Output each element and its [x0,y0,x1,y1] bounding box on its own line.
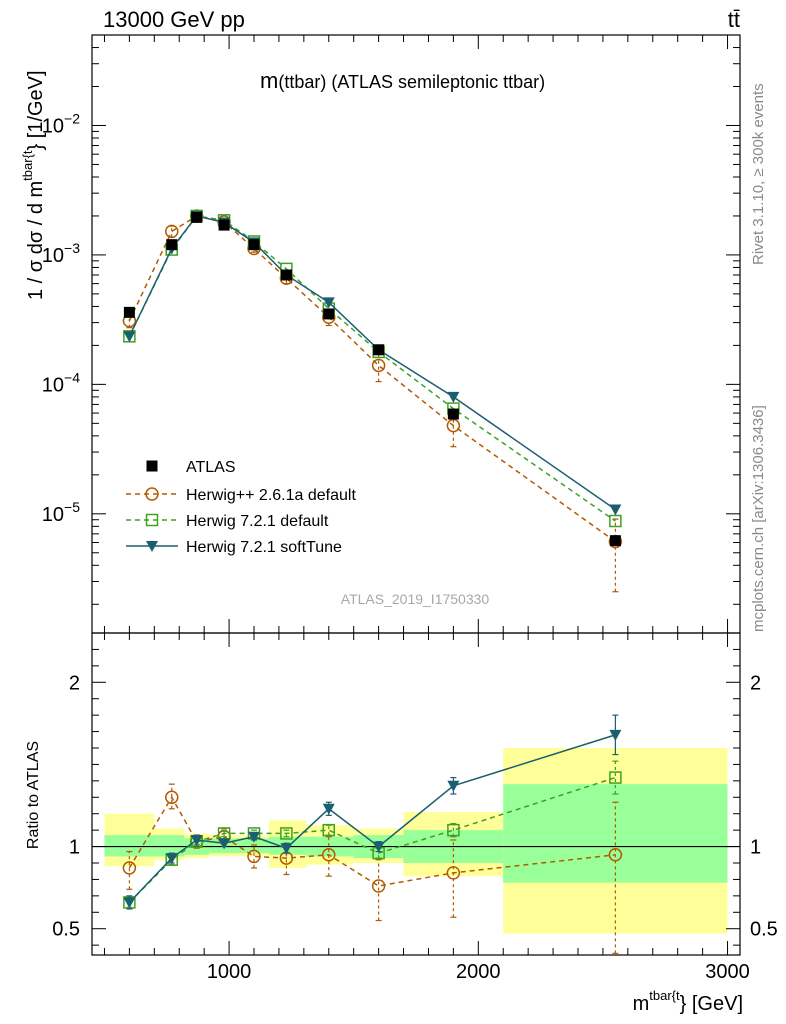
ratio-y-axis-title: Ratio to ATLAS [25,741,42,849]
ratio-point-herwigpp [247,849,261,864]
ratio-point-softtune [165,853,178,865]
ratio-frame [91,632,741,956]
main-y-tick-base: 10 [42,115,64,137]
ratio-point-herwig721 [447,823,460,837]
ratio-y-tick-label-left: 2 [69,672,80,694]
main-point-data [323,308,335,320]
legend-label-softtune: Herwig 7.2.1 softTune [186,539,342,556]
plot-title: m(ttbar) (ATLAS semileptonic ttbar) [260,68,545,93]
legend-marker-softtune [146,541,158,552]
legend-label-data: ATLAS [186,459,236,476]
ratio-point-softtune [123,897,136,909]
main-y-tick-label: 10−2 [42,110,80,137]
x-tick-label-1000: 1000 [207,961,252,983]
legend-marker-herwig721 [145,513,159,527]
ratio-y-tick-label-right: 2 [750,672,761,694]
process-label: tt̄ [728,7,740,32]
main-point-herwigpp [165,224,179,239]
mcplots-credit: mcplots.cern.ch [arXiv:1306.3436] [750,405,767,632]
ratio-line-softtune [128,734,616,903]
main-y-tick-exp: −4 [64,369,80,385]
ratio-point-herwigpp [165,790,179,805]
ratio-point-softtune [372,841,385,853]
ratio-band-inner-4 [239,838,269,854]
main-y-tick-exp: −5 [64,499,80,515]
legend-marker-data [146,460,158,472]
ratio-point-herwig721 [609,771,622,784]
ratio-point-softtune [609,729,622,741]
main-point-data [609,535,621,547]
x-tick-label-2000: 2000 [456,961,501,983]
x-axis-title-unit: } [GeV] [680,993,743,1015]
ratio-point-herwigpp [371,879,386,893]
ratio-y-tick-label-left: 0.5 [52,919,80,941]
main-line-softtune [128,215,616,511]
main-y-axis-title: 1 / σ dσ / d mtbar{t} [1/GeV] [20,70,47,300]
ratio-point-herwigpp [608,848,623,862]
main-panel: 10−510−410−310−2 [42,34,741,634]
main-y-tick-base: 10 [42,245,64,267]
ratio-point-softtune [322,803,335,815]
rivet-version: Rivet 3.1.10, ≥ 300k events [750,83,767,265]
main-point-herwig721 [609,514,622,528]
ratio-point-softtune [190,835,203,846]
ratio-band-inner-9 [503,784,728,883]
ratio-point-softtune [248,831,260,843]
ratio-y-tick-label-right: 0.5 [750,919,778,941]
main-point-softtune [123,331,136,343]
main-point-data [248,239,260,251]
main-y-tick-exp: −3 [64,240,80,256]
ratio-point-herwig721 [280,827,293,840]
energy-label: 13000 GeV pp [103,7,245,32]
x-axis-title: mtbar{t} [GeV] [633,988,743,1015]
main-y-tick-base: 10 [42,374,64,396]
main-point-softtune [447,391,460,403]
plot-title-m: m [260,68,278,93]
main-point-data [166,239,178,251]
main-y-tick-label: 10−4 [42,369,80,396]
ratio-point-herwigpp [446,866,461,880]
main-line-herwigpp [128,215,616,543]
ratio-point-softtune [280,843,293,855]
ratio-point-herwig721 [322,823,336,837]
main-point-softtune [609,504,622,516]
main-point-herwigpp [371,358,386,373]
ratio-y-tick-label-left: 1 [69,837,80,859]
main-point-data [123,306,135,318]
ratio-point-herwig721 [217,827,231,840]
main-y-axis-title-sup: tbar{t [20,150,35,181]
ratio-band-inner-0 [104,835,155,857]
ratio-point-herwigpp [322,848,336,862]
main-point-softtune [322,297,335,309]
ratio-line-herwig721 [128,776,616,903]
legend-marker-herwigpp [145,487,159,501]
analysis-id: ATLAS_2019_I1750330 [341,591,490,607]
main-y-tick-exp: −2 [64,110,80,126]
ratio-point-herwigpp [122,861,137,875]
ratio-point-softtune [447,780,460,792]
main-point-data [191,211,203,223]
legend-label-herwig721: Herwig 7.2.1 default [186,513,329,530]
main-point-data [447,408,459,420]
ratio-y-tick-label-right: 1 [750,837,761,859]
main-point-data [218,219,230,231]
x-axis-title-m: m [633,993,650,1015]
main-point-data [280,269,292,281]
legend-label-herwigpp: Herwig++ 2.6.1a default [186,487,356,504]
x-tick-label-3000: 3000 [705,961,750,983]
main-y-axis-title-unit: } [1/GeV] [25,70,47,150]
x-axis-title-sup: tbar{t [649,988,680,1003]
main-y-tick-label: 10−5 [42,499,80,526]
main-y-tick-base: 10 [42,504,64,526]
plot-title-rest: (ttbar) (ATLAS semileptonic ttbar) [278,72,545,92]
main-point-herwigpp [446,418,461,433]
main-y-tick-label: 10−3 [42,240,80,267]
main-y-axis-title-text: 1 / σ dσ / d m [25,181,47,300]
main-point-data [373,344,385,356]
ratio-point-softtune [218,838,231,850]
ratio-band-inner-1 [154,835,185,857]
legend: ATLAS Herwig++ 2.6.1a default Herwig 7.2.1… [126,459,356,556]
